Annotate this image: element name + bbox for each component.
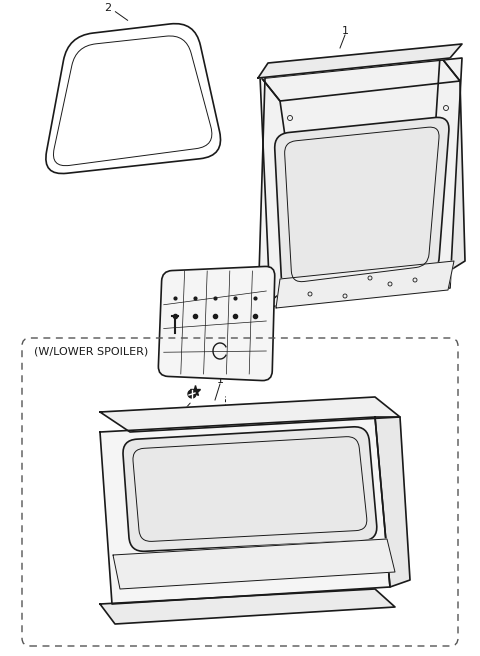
- Text: 2: 2: [105, 3, 111, 13]
- PathPatch shape: [275, 117, 449, 289]
- Text: 1: 1: [341, 26, 348, 36]
- Polygon shape: [260, 56, 460, 101]
- Polygon shape: [113, 539, 395, 589]
- Circle shape: [188, 390, 196, 398]
- PathPatch shape: [123, 427, 377, 551]
- PathPatch shape: [158, 266, 275, 380]
- PathPatch shape: [46, 24, 220, 174]
- Polygon shape: [100, 417, 390, 604]
- Text: 4: 4: [181, 409, 189, 419]
- Polygon shape: [425, 56, 465, 286]
- Polygon shape: [258, 44, 462, 78]
- Text: 3: 3: [196, 423, 204, 433]
- Polygon shape: [276, 261, 454, 308]
- Polygon shape: [375, 417, 410, 587]
- Polygon shape: [100, 589, 395, 624]
- Polygon shape: [260, 76, 305, 301]
- Text: (W/LOWER SPOILER): (W/LOWER SPOILER): [34, 346, 148, 356]
- Text: 5: 5: [225, 326, 231, 336]
- Polygon shape: [258, 58, 462, 308]
- Text: 6: 6: [165, 324, 171, 334]
- Polygon shape: [100, 397, 400, 432]
- Text: 1: 1: [216, 375, 224, 385]
